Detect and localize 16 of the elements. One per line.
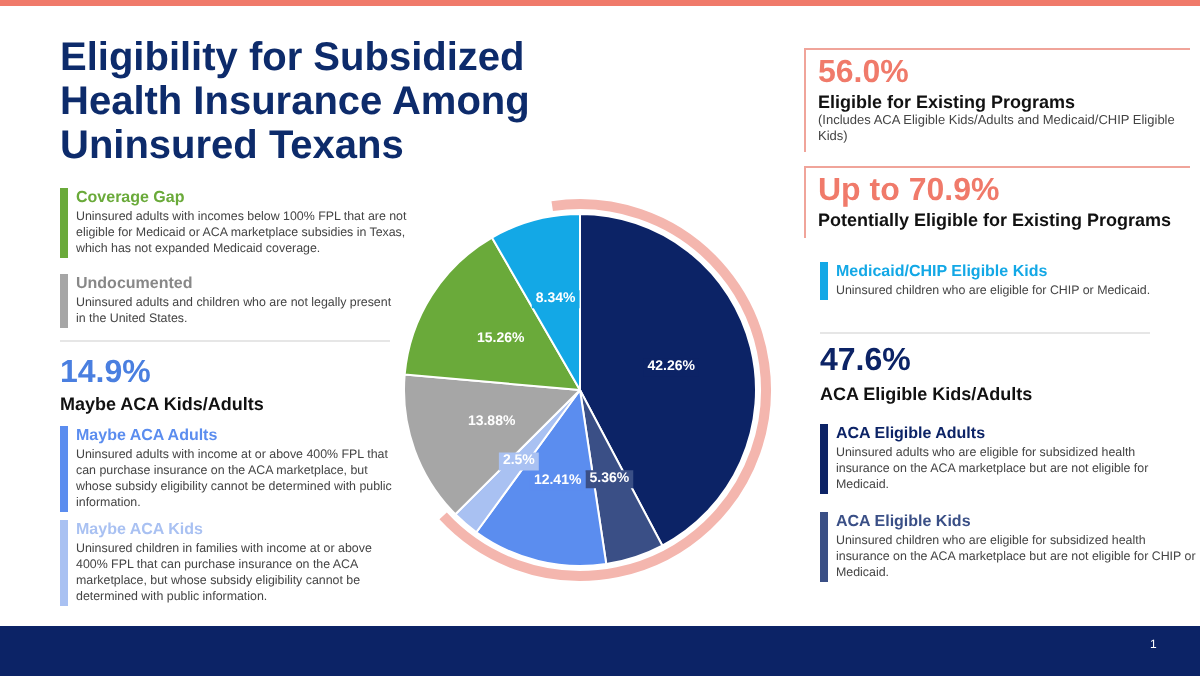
legend-label: Medicaid/CHIP Eligible Kids (836, 262, 1050, 282)
text: Maybe ACA Kids/Adults (60, 394, 264, 416)
legend-label: ACA Eligible Kids (836, 512, 973, 532)
text: Eligible for Existing Programs (818, 92, 1078, 114)
text: 14.9% (60, 356, 151, 392)
text: Up to 70.9% (818, 174, 1002, 210)
text: 47.6% (820, 344, 911, 380)
legend-label: Maybe ACA Adults (76, 426, 220, 446)
legend-label: Undocumented (76, 274, 195, 294)
text: 56.0% (818, 56, 911, 92)
text: Potentially Eligible for Existing Programs (818, 210, 1174, 232)
legend-label: Coverage Gap (76, 188, 187, 208)
legend-label: ACA Eligible Adults (836, 424, 988, 444)
legend-label: Maybe ACA Kids (76, 520, 205, 540)
chart-title: Eligibility for Subsidized Health Insurance Among Uninsured Texans (60, 36, 532, 168)
text: ACA Eligible Kids/Adults (820, 384, 1033, 406)
